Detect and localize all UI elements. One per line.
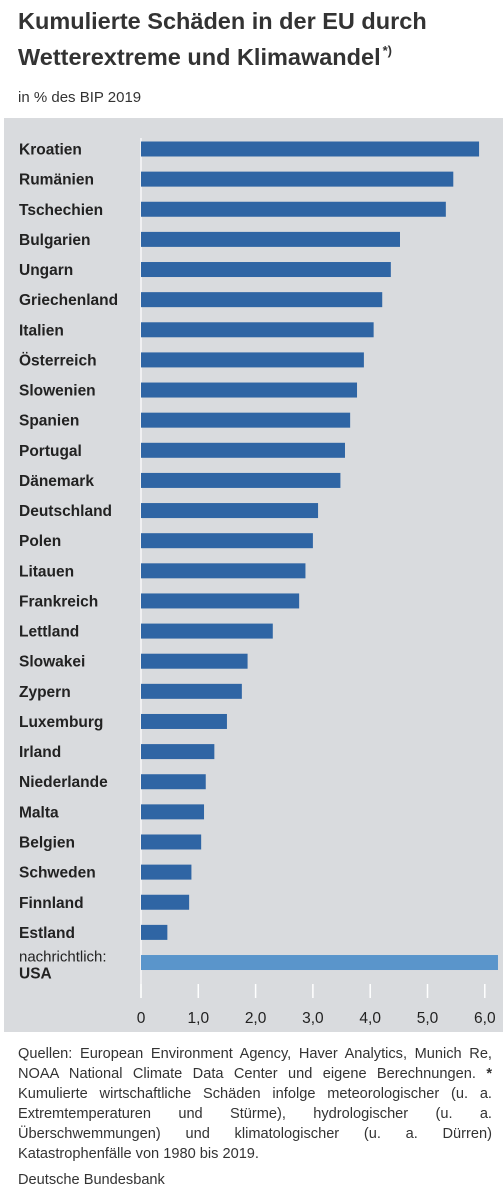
category-label-estland: Estland	[19, 925, 75, 942]
chart-panel: Kroatien Rumänien Tschechien Bulgarien Ungar…	[4, 118, 503, 1032]
footnote: Quellen: European Environment Agency, Ha…	[18, 1044, 492, 1164]
category-label-tschechien: Tschechien	[19, 202, 103, 219]
bar-luxemburg	[141, 713, 227, 729]
x-tick-label: 2,0	[245, 1010, 267, 1027]
x-tick-label: 6,0	[474, 1010, 496, 1027]
category-label-dänemark: Dänemark	[19, 473, 94, 490]
footnote-sources: Quellen: European Environment Agency, Ha…	[18, 1046, 492, 1082]
x-tick-label: 3,0	[302, 1010, 324, 1027]
bar-italien	[141, 322, 374, 338]
footnote-definition: Kumulierte wirtschaftliche Schäden infol…	[18, 1086, 492, 1162]
bar-slowenien	[141, 382, 358, 398]
x-tick-label: 5,0	[417, 1010, 439, 1027]
bar-finnland	[141, 894, 190, 910]
source-credit: Deutsche Bundesbank	[18, 1172, 165, 1188]
bar-österreich	[141, 352, 364, 368]
bar-malta	[141, 804, 205, 820]
bar-tschechien	[141, 201, 446, 217]
bar-rumänien	[141, 171, 454, 187]
category-label-italien: Italien	[19, 322, 64, 339]
category-label-portugal: Portugal	[19, 443, 82, 460]
category-label-luxemburg: Luxemburg	[19, 714, 103, 731]
bar-ungarn	[141, 262, 391, 278]
category-label-deutschland: Deutschland	[19, 503, 112, 520]
x-tick-label: 4,0	[359, 1010, 381, 1027]
chart-title: Kumulierte Schäden in der EU durch Wette…	[18, 6, 488, 72]
category-label-griechenland: Griechenland	[19, 292, 118, 309]
bar-bulgarien	[141, 231, 400, 247]
chart-subtitle: in % des BIP 2019	[18, 89, 142, 106]
bar-irland	[141, 744, 215, 760]
bar-dänemark	[141, 472, 341, 488]
category-label-slowakei: Slowakei	[19, 654, 85, 671]
footnote-star: *	[486, 1066, 492, 1082]
category-label-irland: Irland	[19, 744, 61, 761]
category-label-kroatien: Kroatien	[19, 142, 82, 159]
category-label-usa: USA	[19, 966, 52, 983]
category-label-frankreich: Frankreich	[19, 593, 98, 610]
bar-deutschland	[141, 503, 319, 519]
x-tick-label: 0	[137, 1010, 146, 1027]
title-line-1: Kumulierte Schäden in der EU durch	[18, 8, 427, 34]
title-line-2-text: Wetterextreme und Klimawandel	[18, 44, 381, 70]
category-label-zypern: Zypern	[19, 684, 71, 701]
category-label-lettland: Lettland	[19, 624, 79, 641]
bar-griechenland	[141, 292, 383, 308]
title-footnote-marker: *)	[382, 43, 392, 58]
x-tick-label: 1,0	[188, 1010, 210, 1027]
bar-usa	[141, 955, 498, 971]
category-label-bulgarien: Bulgarien	[19, 232, 90, 249]
bar-polen	[141, 533, 313, 549]
bar-portugal	[141, 442, 345, 458]
bar-slowakei	[141, 653, 248, 669]
title-line-2: Wetterextreme und Klimawandel *)	[18, 36, 488, 72]
bar-chart: Kroatien Rumänien Tschechien Bulgarien Ungar…	[19, 138, 498, 1027]
category-label-spanien: Spanien	[19, 413, 79, 430]
bar-spanien	[141, 412, 351, 428]
category-label-polen: Polen	[19, 533, 61, 550]
category-label-malta: Malta	[19, 804, 59, 821]
bar-belgien	[141, 834, 202, 850]
bar-zypern	[141, 683, 242, 699]
category-label-niederlande: Niederlande	[19, 774, 108, 791]
bar-litauen	[141, 563, 306, 579]
category-label-österreich: Österreich	[19, 352, 97, 369]
category-label-litauen: Litauen	[19, 563, 74, 580]
category-label-belgien: Belgien	[19, 834, 75, 851]
category-note-prefix: nachrichtlich:	[19, 949, 107, 966]
bar-estland	[141, 924, 168, 940]
bar-frankreich	[141, 593, 300, 609]
bar-schweden	[141, 864, 192, 880]
bar-lettland	[141, 623, 273, 639]
bar-kroatien	[141, 141, 480, 157]
category-label-ungarn: Ungarn	[19, 262, 73, 279]
bar-niederlande	[141, 774, 206, 790]
category-label-slowenien: Slowenien	[19, 383, 96, 400]
category-label-rumänien: Rumänien	[19, 172, 94, 189]
category-label-finnland: Finnland	[19, 895, 84, 912]
category-label-schweden: Schweden	[19, 865, 96, 882]
